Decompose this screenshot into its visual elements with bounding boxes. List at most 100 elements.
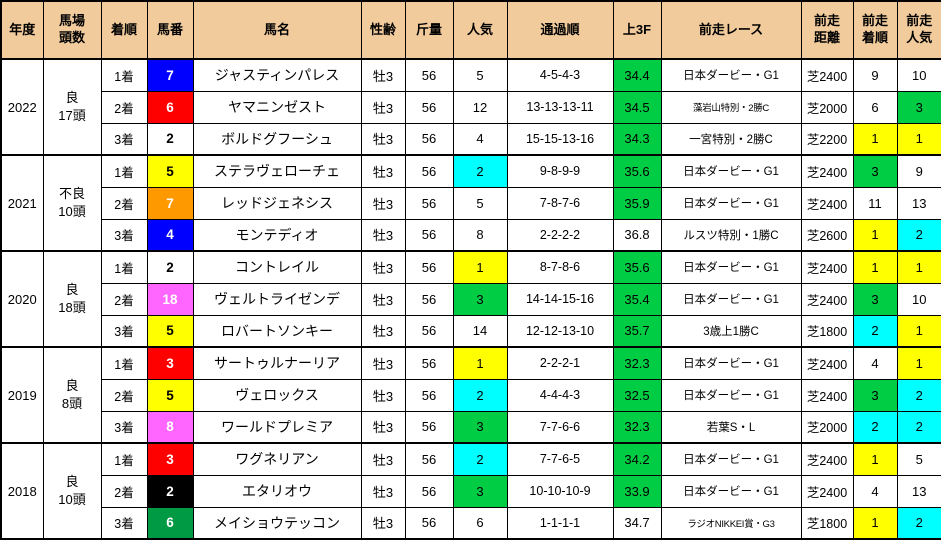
horse-number-cell: 8	[147, 411, 193, 443]
prev-popularity-cell: 9	[897, 155, 941, 187]
horse-number-cell: 2	[147, 123, 193, 155]
prev-distance-cell: 芝2000	[801, 91, 853, 123]
head-count: 10頭	[44, 491, 101, 509]
weight-cell: 56	[405, 507, 453, 539]
prev-race-cell: 日本ダービー・G1	[661, 59, 801, 91]
passing-order-cell: 7-8-7-6	[507, 187, 613, 219]
finish-position-cell: 3着	[101, 411, 147, 443]
horse-name-cell: モンテディオ	[193, 219, 361, 251]
track-condition: 良	[44, 89, 101, 107]
weight-cell: 56	[405, 411, 453, 443]
finish-position-cell: 2着	[101, 91, 147, 123]
prev-finish-cell: 1	[853, 443, 897, 475]
col-header-sexage: 性齢	[361, 1, 405, 59]
prev-finish-cell: 4	[853, 475, 897, 507]
horse-name-cell: サートゥルナーリア	[193, 347, 361, 379]
sex-age-cell: 牡3	[361, 155, 405, 187]
header-line: 前走レース	[662, 22, 801, 39]
prev-race-cell: ルスツ特別・1勝C	[661, 219, 801, 251]
col-header-number: 馬番	[147, 1, 193, 59]
head-count: 17頭	[44, 107, 101, 125]
prev-popularity-cell: 13	[897, 475, 941, 507]
weight-cell: 56	[405, 475, 453, 507]
prev-distance-cell: 芝2400	[801, 59, 853, 91]
sex-age-cell: 牡3	[361, 379, 405, 411]
prev-popularity-cell: 1	[897, 123, 941, 155]
popularity-cell: 8	[453, 219, 507, 251]
col-header-prev_pop: 前走人気	[897, 1, 941, 59]
weight-cell: 56	[405, 379, 453, 411]
prev-race-cell: 若葉S・L	[661, 411, 801, 443]
header-line: 斤量	[406, 22, 453, 39]
last-3f-cell: 32.3	[613, 347, 661, 379]
horse-number-cell: 3	[147, 347, 193, 379]
popularity-cell: 2	[453, 155, 507, 187]
year-cell: 2022	[1, 59, 43, 155]
prev-finish-cell: 1	[853, 219, 897, 251]
horse-number-cell: 3	[147, 443, 193, 475]
prev-race-cell: 日本ダービー・G1	[661, 379, 801, 411]
prev-popularity-cell: 1	[897, 251, 941, 283]
year-cell: 2018	[1, 443, 43, 539]
prev-finish-cell: 1	[853, 123, 897, 155]
weight-cell: 56	[405, 283, 453, 315]
horse-name-cell: コントレイル	[193, 251, 361, 283]
prev-popularity-cell: 1	[897, 347, 941, 379]
year-cell: 2019	[1, 347, 43, 443]
horse-name-cell: ヤマニンゼスト	[193, 91, 361, 123]
popularity-cell: 1	[453, 251, 507, 283]
prev-race-cell: 日本ダービー・G1	[661, 475, 801, 507]
col-header-last3f: 上3F	[613, 1, 661, 59]
prev-race-cell: 一宮特別・2勝C	[661, 123, 801, 155]
weight-cell: 56	[405, 347, 453, 379]
popularity-cell: 12	[453, 91, 507, 123]
col-header-prev_dist: 前走距離	[801, 1, 853, 59]
prev-distance-cell: 芝2400	[801, 379, 853, 411]
horse-name-cell: ヴェロックス	[193, 379, 361, 411]
last-3f-cell: 34.5	[613, 91, 661, 123]
prev-distance-cell: 芝2400	[801, 155, 853, 187]
passing-order-cell: 2-2-2-2	[507, 219, 613, 251]
sex-age-cell: 牡3	[361, 507, 405, 539]
prev-finish-cell: 2	[853, 411, 897, 443]
sex-age-cell: 牡3	[361, 59, 405, 91]
passing-order-cell: 8-7-8-6	[507, 251, 613, 283]
horse-name-cell: ボルドグフーシュ	[193, 123, 361, 155]
passing-order-cell: 7-7-6-5	[507, 443, 613, 475]
finish-position-cell: 2着	[101, 379, 147, 411]
popularity-cell: 3	[453, 411, 507, 443]
popularity-cell: 3	[453, 283, 507, 315]
prev-finish-cell: 11	[853, 187, 897, 219]
passing-order-cell: 13-13-13-11	[507, 91, 613, 123]
horse-name-cell: メイショウテッコン	[193, 507, 361, 539]
weight-cell: 56	[405, 155, 453, 187]
header-line: 着順	[854, 30, 897, 47]
last-3f-cell: 35.9	[613, 187, 661, 219]
passing-order-cell: 15-15-13-16	[507, 123, 613, 155]
prev-distance-cell: 芝2000	[801, 411, 853, 443]
prev-race-cell: 日本ダービー・G1	[661, 347, 801, 379]
track-condition: 良	[44, 473, 101, 491]
prev-distance-cell: 芝1800	[801, 507, 853, 539]
weight-cell: 56	[405, 251, 453, 283]
prev-race-cell: 日本ダービー・G1	[661, 443, 801, 475]
header-line: 馬名	[194, 22, 361, 39]
prev-distance-cell: 芝2200	[801, 123, 853, 155]
prev-finish-cell: 1	[853, 251, 897, 283]
track-condition: 良	[44, 281, 101, 299]
weight-cell: 56	[405, 123, 453, 155]
prev-distance-cell: 芝2400	[801, 347, 853, 379]
head-count: 18頭	[44, 299, 101, 317]
prev-popularity-cell: 13	[897, 187, 941, 219]
last-3f-cell: 32.5	[613, 379, 661, 411]
passing-order-cell: 9-8-9-9	[507, 155, 613, 187]
header-line: 通過順	[508, 22, 613, 39]
popularity-cell: 5	[453, 187, 507, 219]
horse-number-cell: 5	[147, 155, 193, 187]
track-condition: 良	[44, 377, 101, 395]
